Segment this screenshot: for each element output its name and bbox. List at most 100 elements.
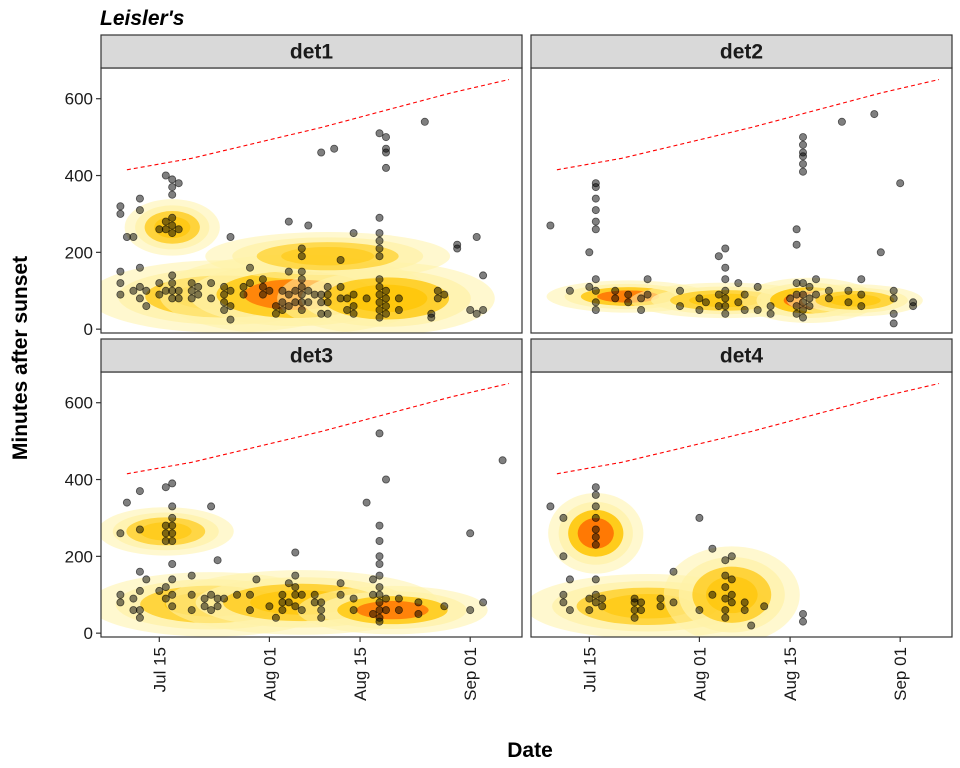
sunrise-reference-line	[126, 382, 510, 475]
data-point	[598, 594, 607, 603]
data-point	[799, 610, 808, 619]
data-point	[643, 290, 652, 299]
data-point	[812, 290, 821, 299]
data-point	[766, 302, 775, 311]
data-point	[349, 229, 358, 238]
data-point	[135, 525, 144, 534]
data-point	[317, 598, 326, 607]
x-tick-label: Aug 01	[690, 647, 709, 701]
data-point	[194, 282, 203, 291]
data-point	[375, 537, 384, 546]
data-point	[226, 302, 235, 311]
data-point	[753, 282, 762, 291]
data-point	[278, 305, 287, 314]
data-point	[271, 613, 280, 622]
data-point	[187, 590, 196, 599]
data-point	[799, 279, 808, 288]
data-point	[375, 552, 384, 561]
data-point	[857, 290, 866, 299]
data-point	[472, 232, 481, 241]
data-point	[799, 152, 808, 161]
data-point	[284, 217, 293, 226]
data-point	[591, 298, 600, 307]
data-point	[349, 309, 358, 318]
data-point	[207, 502, 216, 511]
data-point	[591, 533, 600, 542]
data-point	[168, 575, 177, 584]
data-point	[721, 583, 730, 592]
data-point	[200, 602, 209, 611]
y-tick-label: 400	[65, 167, 93, 186]
data-point	[297, 244, 306, 253]
data-point	[799, 159, 808, 168]
data-point	[695, 606, 704, 615]
data-point	[695, 513, 704, 522]
data-point	[323, 309, 332, 318]
data-point	[116, 202, 125, 211]
data-point	[343, 294, 352, 303]
data-point	[161, 217, 170, 226]
data-point	[375, 275, 384, 284]
data-point	[857, 302, 866, 311]
data-point	[591, 502, 600, 511]
data-point	[375, 571, 384, 580]
data-point	[174, 294, 183, 303]
data-point	[466, 305, 475, 314]
data-point	[559, 552, 568, 561]
data-point	[245, 279, 254, 288]
data-point	[258, 275, 267, 284]
data-point	[135, 206, 144, 215]
data-point	[239, 290, 248, 299]
data-point	[630, 613, 639, 622]
data-point	[187, 279, 196, 288]
data-point	[297, 267, 306, 276]
data-point	[799, 617, 808, 626]
data-point	[129, 286, 138, 295]
data-point	[200, 594, 209, 603]
data-point	[258, 290, 267, 299]
data-point	[466, 529, 475, 538]
facet-strip	[530, 338, 953, 373]
data-point	[375, 244, 384, 253]
data-point	[799, 298, 808, 307]
data-point	[213, 602, 222, 611]
data-point	[799, 133, 808, 142]
y-tick-label: 0	[84, 624, 93, 643]
data-point	[565, 575, 574, 584]
data-point	[714, 252, 723, 261]
data-point	[375, 617, 384, 626]
data-point	[414, 610, 423, 619]
points-layer	[116, 117, 488, 324]
data-point	[381, 309, 390, 318]
data-point	[291, 286, 300, 295]
data-point	[142, 575, 151, 584]
data-point	[669, 567, 678, 576]
facet-strip-label: det2	[720, 41, 763, 64]
data-point	[129, 594, 138, 603]
data-point	[656, 602, 665, 611]
x-axis-title: Date	[507, 739, 553, 762]
data-point	[265, 286, 274, 295]
data-point	[349, 290, 358, 299]
data-point	[676, 286, 685, 295]
data-point	[375, 598, 384, 607]
data-point	[271, 302, 280, 311]
panel-det2: det2	[530, 34, 953, 334]
data-point	[336, 255, 345, 264]
data-point	[799, 290, 808, 299]
sunrise-reference-line	[556, 382, 940, 475]
x-tick-label: Sep 01	[891, 647, 910, 701]
data-point	[740, 290, 749, 299]
data-point	[336, 579, 345, 588]
data-point	[168, 279, 177, 288]
data-point	[479, 305, 488, 314]
data-point	[375, 583, 384, 592]
data-point	[304, 298, 313, 307]
data-point	[637, 598, 646, 607]
data-point	[394, 606, 403, 615]
data-point	[427, 313, 436, 322]
data-point	[168, 502, 177, 511]
data-point	[297, 606, 306, 615]
data-point	[676, 302, 685, 311]
